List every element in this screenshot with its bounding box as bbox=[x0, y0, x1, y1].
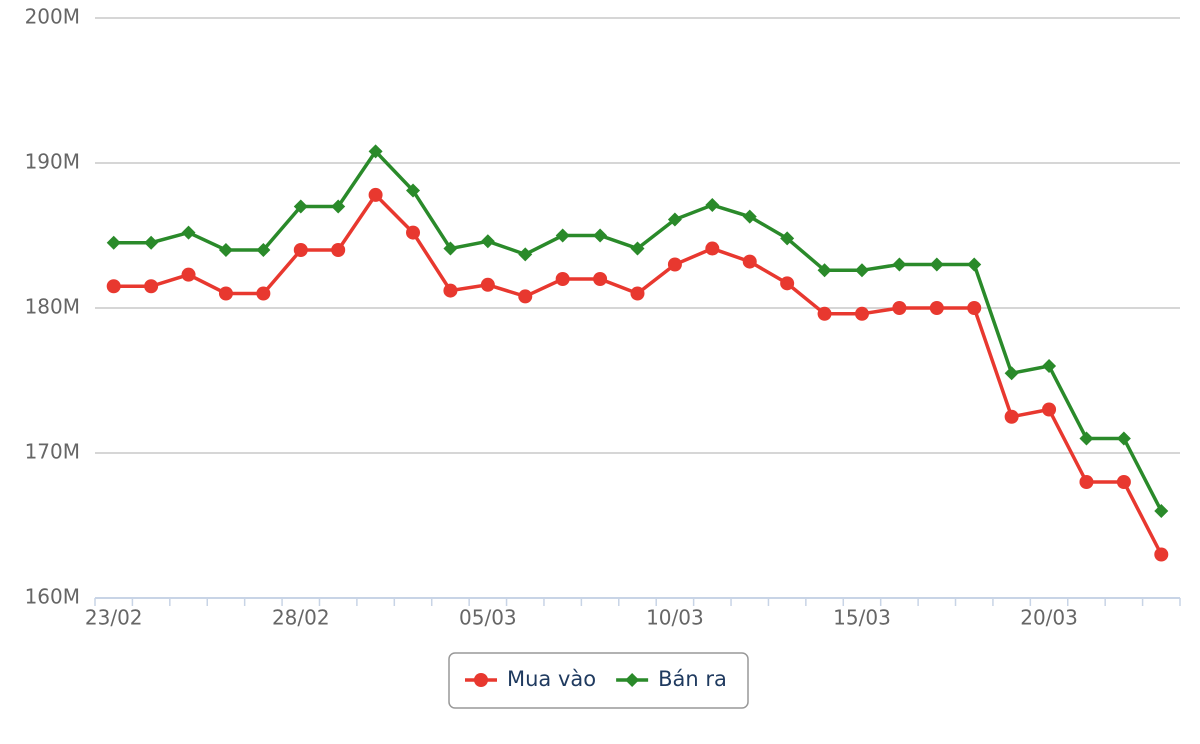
x-tick-label: 28/02 bbox=[272, 606, 330, 630]
y-tick-label: 200M bbox=[25, 5, 80, 29]
y-tick-label: 170M bbox=[25, 440, 80, 464]
point bbox=[929, 257, 944, 272]
point bbox=[1004, 409, 1019, 424]
point bbox=[1042, 359, 1057, 373]
point bbox=[181, 267, 196, 282]
x-tick-label: 23/02 bbox=[85, 606, 143, 630]
point bbox=[256, 243, 271, 257]
point bbox=[892, 301, 907, 315]
point bbox=[331, 199, 346, 214]
point bbox=[555, 228, 570, 243]
point bbox=[817, 306, 832, 321]
legend-label: Bán ra bbox=[658, 667, 727, 691]
point bbox=[480, 234, 495, 249]
point bbox=[854, 263, 869, 278]
point bbox=[218, 243, 233, 257]
point bbox=[780, 276, 795, 291]
point bbox=[929, 301, 944, 315]
point bbox=[967, 301, 982, 315]
point bbox=[293, 199, 308, 214]
point bbox=[780, 231, 795, 246]
point bbox=[1154, 504, 1169, 518]
point bbox=[181, 225, 196, 240]
point bbox=[331, 243, 346, 257]
x-tick-label: 05/03 bbox=[459, 606, 517, 630]
point bbox=[293, 243, 308, 257]
point bbox=[443, 241, 458, 256]
point bbox=[1079, 431, 1094, 446]
point bbox=[1079, 475, 1094, 489]
point bbox=[256, 286, 271, 301]
point bbox=[630, 241, 645, 256]
point bbox=[1116, 431, 1131, 446]
point bbox=[1116, 475, 1131, 489]
point bbox=[667, 212, 682, 227]
point bbox=[368, 144, 383, 159]
x-tick-label: 15/03 bbox=[833, 606, 891, 630]
point bbox=[518, 289, 533, 304]
legend-label: Mua vào bbox=[507, 667, 596, 691]
point bbox=[480, 277, 495, 292]
point bbox=[406, 183, 421, 198]
y-tick-label: 180M bbox=[25, 295, 80, 319]
point bbox=[967, 257, 982, 272]
point bbox=[667, 257, 682, 272]
point bbox=[630, 286, 645, 301]
point bbox=[854, 306, 869, 321]
point bbox=[144, 235, 159, 250]
y-tick-label: 160M bbox=[25, 585, 80, 609]
y-tick-label: 190M bbox=[25, 150, 80, 174]
point bbox=[144, 279, 159, 294]
point bbox=[742, 254, 757, 269]
point bbox=[705, 241, 720, 256]
point bbox=[705, 198, 720, 213]
point bbox=[368, 187, 383, 202]
point bbox=[518, 247, 533, 262]
point bbox=[817, 263, 832, 278]
legend: Mua vào Bán ra bbox=[448, 652, 749, 709]
point bbox=[474, 673, 488, 687]
point bbox=[106, 279, 121, 294]
x-tick-label: 10/03 bbox=[646, 606, 704, 630]
point bbox=[443, 283, 458, 298]
point bbox=[593, 272, 608, 286]
point bbox=[406, 225, 421, 240]
point bbox=[1154, 547, 1169, 562]
point bbox=[742, 209, 757, 224]
series-line bbox=[113, 148, 1163, 512]
point bbox=[892, 257, 907, 272]
x-tick-label: 20/03 bbox=[1020, 606, 1078, 630]
point bbox=[593, 228, 608, 243]
point bbox=[555, 272, 570, 286]
point bbox=[218, 286, 233, 301]
point bbox=[1042, 402, 1057, 417]
point bbox=[1004, 366, 1019, 381]
point bbox=[106, 235, 121, 250]
point bbox=[625, 673, 640, 687]
legend-box bbox=[448, 652, 749, 709]
